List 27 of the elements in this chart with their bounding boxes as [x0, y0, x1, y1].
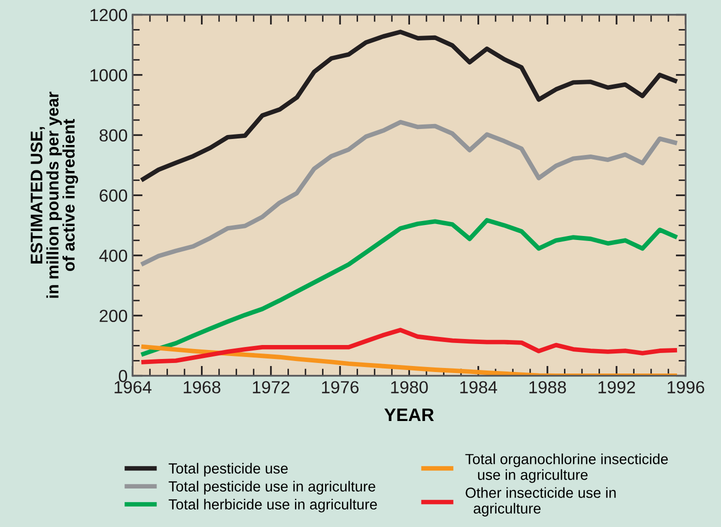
x-axis-title: YEAR [384, 408, 434, 421]
y-tick-label: 400 [99, 250, 128, 262]
legend-label: Total herbicide use in agriculture [168, 498, 377, 512]
x-tick-label: 1992 [598, 381, 635, 394]
x-tick-label: 1964 [114, 381, 152, 394]
y-tick-label: 1000 [90, 69, 128, 82]
y-tick-label: 200 [100, 310, 128, 322]
y-axis-title: ESTIMATED USE, in million pounds per year of active ingredient [30, 92, 78, 298]
x-tick-label: 1968 [184, 381, 220, 394]
y-tick-label: 800 [100, 129, 128, 142]
x-tick-label: 1972 [252, 381, 290, 394]
y-tick-label: 600 [100, 189, 128, 202]
y-tick-label: 0 [118, 370, 128, 382]
x-tick-label: 1984 [460, 381, 498, 394]
x-tick-label: 1988 [529, 381, 566, 394]
line-series [139, 218, 680, 357]
y-tick-label: 1200 [90, 8, 128, 22]
x-tick-label: 1976 [322, 381, 359, 394]
legend-label: Total organochlorine insecticide use in agriculture [465, 454, 668, 483]
line-series [139, 120, 680, 267]
legend-label: Total pesticide use [168, 462, 288, 476]
line-series [139, 328, 680, 364]
legend-label: Total pesticide use in agriculture [168, 480, 376, 494]
legend-label: Other insecticide use in agriculture [466, 487, 616, 517]
line-series [139, 344, 680, 376]
x-tick-label: 1980 [391, 381, 428, 394]
x-tick-label: 1996 [668, 381, 704, 394]
